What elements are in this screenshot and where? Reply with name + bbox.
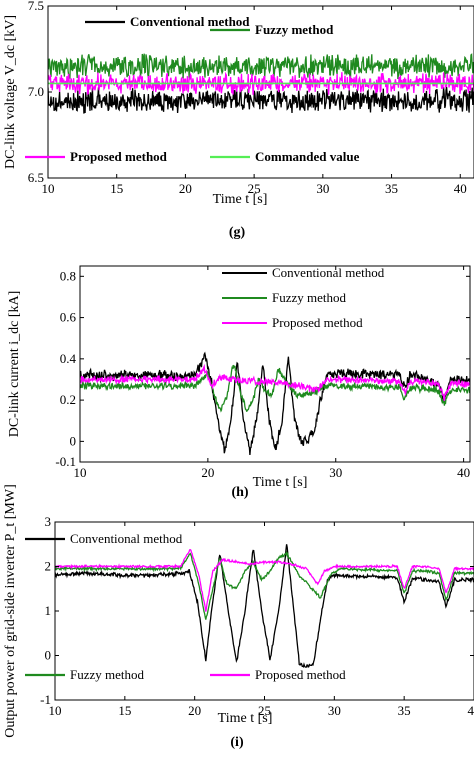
- legend-label: Commanded value: [255, 149, 360, 164]
- y-tick-label: -0.1: [55, 454, 76, 469]
- series-fuzzy-line: [55, 550, 474, 620]
- x-tick-label: 20: [188, 703, 201, 718]
- series-proposed-line: [55, 549, 474, 612]
- y-axis-label: DC-link voltage V_dc [kV]: [3, 15, 18, 169]
- legend-entry-conventional: Conventional method: [85, 14, 250, 29]
- plot-area: [48, 53, 474, 114]
- chart-panel-i: 10 15 20 25 30 35 40 -1 0 1 2 3 Time t [s] Output pow…: [3, 484, 474, 750]
- x-axis-label: Time t [s]: [218, 711, 273, 726]
- y-tick-label: 0: [70, 433, 77, 448]
- legend-label: Fuzzy method: [70, 667, 145, 682]
- series-proposed-line: [80, 363, 470, 401]
- legend-label: Fuzzy method: [255, 22, 334, 37]
- series-fuzzy-line: [80, 364, 470, 413]
- y-tick-label: 6.5: [28, 170, 44, 185]
- legend-entry-fuzzy: Fuzzy method: [222, 290, 347, 305]
- x-tick-label: 15: [110, 181, 123, 196]
- series-proposed-line: [48, 71, 474, 95]
- legend-entry-proposed: Proposed method: [210, 667, 346, 682]
- panel-label-i: (i): [230, 735, 244, 750]
- y-tick-label: 3: [45, 514, 52, 529]
- x-tick-label: 30: [316, 181, 329, 196]
- x-tick-label: 25: [258, 703, 271, 718]
- y-tick-label: 0.6: [60, 310, 77, 325]
- x-tick-label: 10: [42, 181, 55, 196]
- legend-label: Fuzzy method: [272, 290, 347, 305]
- legend-entry-fuzzy: Fuzzy method: [210, 22, 334, 37]
- legend-label: Conventional method: [130, 14, 250, 29]
- plot-area: [80, 351, 470, 456]
- y-tick-label: 1: [45, 603, 52, 618]
- y-axis-label: DC-link current i_dc [kA]: [7, 291, 22, 438]
- legend-entry-conventional: Conventional method: [25, 531, 183, 546]
- y-tick-label: 0.4: [60, 351, 77, 366]
- series-conventional-line: [80, 351, 470, 456]
- x-tick-label: 35: [398, 703, 411, 718]
- chart-panel-g: 10 15 20 25 30 35 40 6.5 7.0 7.5 Time t [s] DC-link…: [3, 0, 474, 240]
- legend-entry-fuzzy: Fuzzy method: [25, 667, 145, 682]
- y-tick-label: 2: [45, 559, 52, 574]
- x-tick-label: 40: [454, 181, 467, 196]
- y-tick-label: 0.2: [60, 392, 76, 407]
- y-tick-label: 0: [45, 648, 52, 663]
- y-tick-label: -1: [40, 692, 51, 707]
- x-tick-label: 20: [201, 465, 214, 480]
- series-fuzzy-line: [48, 53, 474, 80]
- plot-area: [55, 544, 474, 668]
- legend-entry-conventional: Conventional method: [222, 265, 385, 280]
- chart-panel-h: 10 20 30 40 -0.1 0 0.2 0.4 0.6 0.8 Time t [s] DC-li…: [7, 265, 471, 500]
- x-axis-label: Time t [s]: [253, 475, 308, 490]
- x-tick-label: 10: [74, 465, 87, 480]
- plot-frame: [79, 265, 471, 463]
- legend-entry-commanded: Commanded value: [210, 149, 360, 164]
- legend-label: Conventional method: [70, 531, 183, 546]
- x-tick-label: 35: [385, 181, 398, 196]
- x-tick-label: 40: [457, 465, 470, 480]
- legend-label: Proposed method: [272, 315, 363, 330]
- panel-label-h: (h): [231, 485, 248, 500]
- x-tick-label: 15: [118, 703, 131, 718]
- x-tick-label: 25: [248, 181, 261, 196]
- x-tick-label: 30: [328, 703, 341, 718]
- legend-entry-proposed: Proposed method: [25, 149, 168, 164]
- y-tick-label: 7.0: [28, 84, 44, 99]
- legend-label: Conventional method: [272, 265, 385, 280]
- x-tick-label: 30: [329, 465, 342, 480]
- x-axis-label: Time t [s]: [213, 192, 268, 207]
- x-tick-label: 10: [49, 703, 62, 718]
- y-tick-label: 0.8: [60, 268, 76, 283]
- panel-label-g: (g): [229, 225, 246, 240]
- series-conventional-line: [55, 544, 474, 668]
- y-tick-label: 7.5: [28, 0, 44, 13]
- series-conventional-line: [48, 86, 474, 114]
- legend-label: Proposed method: [70, 149, 168, 164]
- y-axis-label: Output power of grid-side inverter P_t […: [3, 484, 18, 738]
- x-tick-label: 20: [179, 181, 192, 196]
- legend-entry-proposed: Proposed method: [222, 315, 363, 330]
- legend-label: Proposed method: [255, 667, 346, 682]
- x-tick-label: 40: [468, 703, 474, 718]
